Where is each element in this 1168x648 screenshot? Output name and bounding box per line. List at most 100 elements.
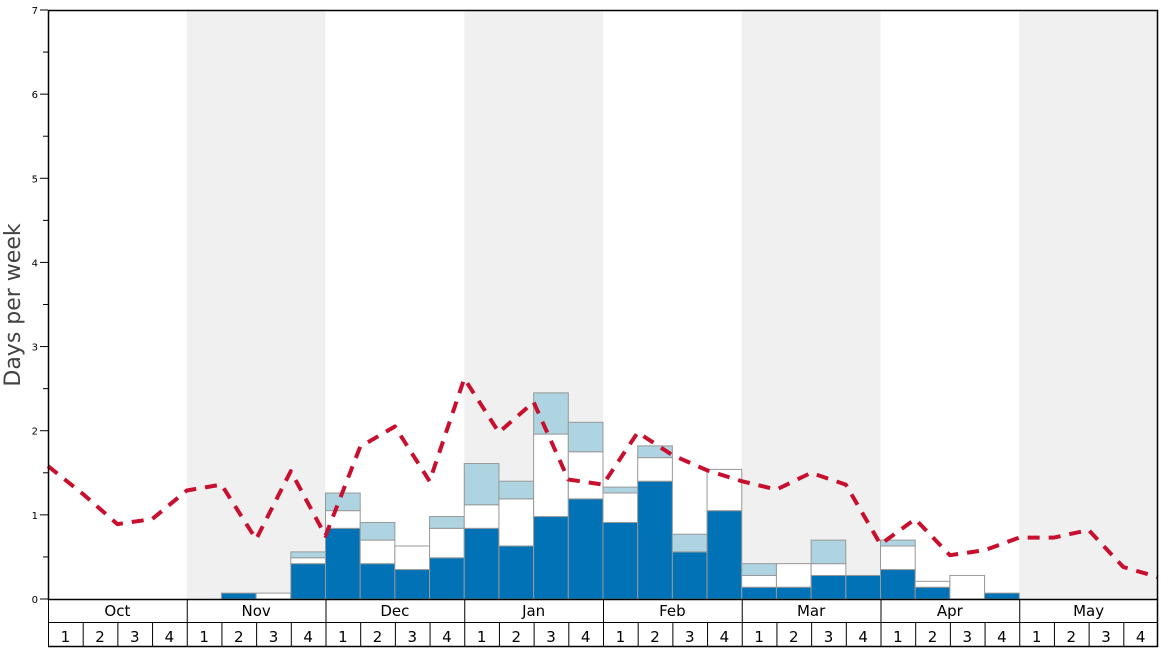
y-axis: 0 1 2 3 4 5 6 7 xyxy=(32,6,48,606)
month-band-may xyxy=(1019,10,1158,599)
week-label: 4 xyxy=(442,628,452,646)
week-label: 1 xyxy=(1032,628,1042,646)
month-label-apr: Apr xyxy=(937,602,964,620)
y-tick-label: 1 xyxy=(32,511,38,522)
bar-dark-19 xyxy=(706,510,743,600)
bar-white-24 xyxy=(880,545,916,571)
bar-dark-16 xyxy=(602,521,639,600)
y-axis-title: Days per week xyxy=(1,223,26,386)
week-label: 4 xyxy=(1136,628,1146,646)
y-tick-label: 6 xyxy=(32,90,38,101)
week-label: 1 xyxy=(61,628,71,646)
bar-white-12 xyxy=(463,504,500,529)
bar-white-7 xyxy=(290,557,326,565)
y-tick-label: 0 xyxy=(32,595,38,606)
y-tick-label: 2 xyxy=(32,427,38,438)
month-label-nov: Nov xyxy=(241,602,270,620)
bar-white-13 xyxy=(498,498,535,547)
week-label: 4 xyxy=(165,628,175,646)
week-label: 2 xyxy=(928,628,938,646)
week-label: 4 xyxy=(720,628,730,646)
bar-light-7 xyxy=(290,551,326,559)
bar-dark-7 xyxy=(290,563,326,600)
bar-light-17 xyxy=(637,445,673,459)
bar-white-25 xyxy=(914,580,951,588)
y-tick-label: 5 xyxy=(32,174,38,185)
bar-dark-9 xyxy=(359,563,396,600)
bar-dark-10 xyxy=(394,569,431,600)
bar-dark-13 xyxy=(498,545,535,600)
bar-white-6 xyxy=(255,592,292,600)
bar-light-15 xyxy=(567,421,604,453)
bar-light-22 xyxy=(810,539,847,565)
week-label: 4 xyxy=(997,628,1007,646)
bar-light-18 xyxy=(671,533,708,553)
bar-dark-17 xyxy=(637,480,673,600)
week-label: 2 xyxy=(789,628,799,646)
month-label-dec: Dec xyxy=(380,602,409,620)
week-label: 2 xyxy=(234,628,244,646)
month-label-jan: Jan xyxy=(521,602,545,620)
bar-white-11 xyxy=(429,527,465,559)
bar-dark-11 xyxy=(429,557,465,600)
month-label-mar: Mar xyxy=(797,602,826,620)
bar-light-14 xyxy=(533,392,569,435)
average-line xyxy=(46,376,1159,580)
week-label: 1 xyxy=(199,628,209,646)
bar-dark-5 xyxy=(220,592,257,600)
month-label-feb: Feb xyxy=(659,602,686,620)
bar-light-16 xyxy=(602,486,639,494)
bar-dark-23 xyxy=(845,574,881,600)
y-tick-label: 3 xyxy=(32,343,38,354)
bar-white-20 xyxy=(741,574,777,588)
week-label: 1 xyxy=(754,628,764,646)
week-label: 3 xyxy=(1101,628,1111,646)
bar-dark-20 xyxy=(741,586,777,600)
week-label: 2 xyxy=(1067,628,1077,646)
week-label: 3 xyxy=(824,628,834,646)
bar-dark-8 xyxy=(325,527,361,600)
week-label: 2 xyxy=(512,628,522,646)
week-label: 4 xyxy=(858,628,868,646)
bar-white-16 xyxy=(602,492,639,523)
bar-dark-21 xyxy=(775,586,812,600)
bar-white-22 xyxy=(810,563,847,576)
bar-white-9 xyxy=(359,539,396,565)
bar-white-17 xyxy=(637,457,673,482)
bar-light-13 xyxy=(498,480,535,500)
bar-dark-22 xyxy=(810,574,847,600)
bar-dark-15 xyxy=(567,498,604,600)
week-label: 1 xyxy=(616,628,626,646)
month-band-mar xyxy=(741,10,881,599)
week-label: 3 xyxy=(546,628,556,646)
week-label: 1 xyxy=(338,628,348,646)
week-label: 3 xyxy=(962,628,972,646)
bar-light-11 xyxy=(429,516,465,529)
bar-light-9 xyxy=(359,521,396,541)
average-line-layer xyxy=(46,376,1159,580)
month-label-may: May xyxy=(1073,602,1104,620)
x-axis: Oct 1 2 3 4 Nov 1 2 3 4 Dec 1 2 3 4 Jan 1 2 3 4 Feb 1 2 3 4 Mar 1 2… xyxy=(48,599,1159,648)
bar-white-26 xyxy=(949,574,986,600)
week-label: 2 xyxy=(650,628,660,646)
bar-dark-24 xyxy=(880,569,916,600)
week-label: 4 xyxy=(303,628,313,646)
bar-white-10 xyxy=(394,545,431,571)
y-tick-label: 4 xyxy=(32,258,38,269)
month-band-nov xyxy=(186,10,326,599)
bar-dark-12 xyxy=(463,527,500,600)
bar-white-21 xyxy=(775,563,812,588)
week-label: 4 xyxy=(581,628,591,646)
bar-dark-25 xyxy=(914,586,951,600)
week-label: 1 xyxy=(477,628,487,646)
y-tick-label: 7 xyxy=(32,6,38,17)
week-label: 1 xyxy=(893,628,903,646)
bars-layer xyxy=(220,392,1020,600)
bar-light-12 xyxy=(463,463,500,506)
week-label: 2 xyxy=(95,628,105,646)
plot-frame xyxy=(47,9,1159,601)
week-label: 2 xyxy=(373,628,383,646)
bar-dark-18 xyxy=(671,551,708,600)
month-bands xyxy=(186,10,1158,599)
